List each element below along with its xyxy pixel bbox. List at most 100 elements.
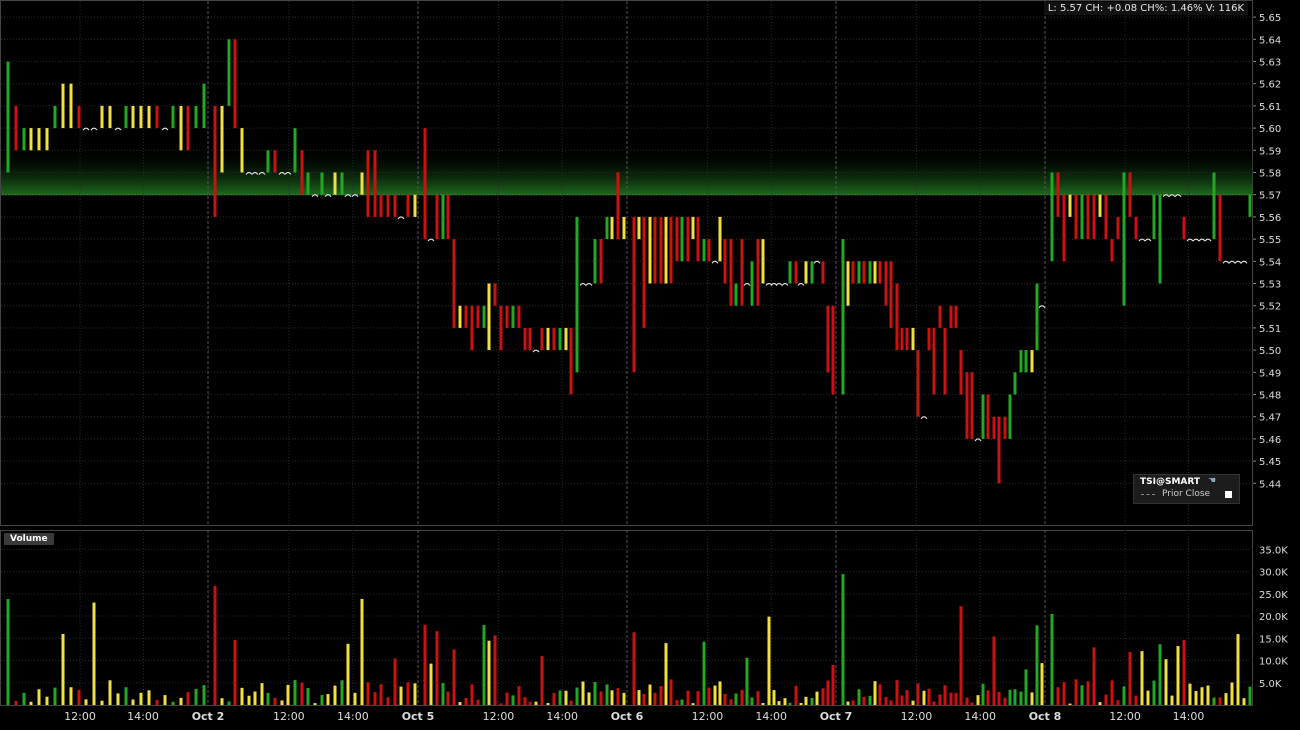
ohlc-bar (293, 128, 297, 173)
ohlc-bar (659, 216, 663, 284)
volume-bar (511, 695, 515, 705)
price-tick-label: 5.44 (1259, 479, 1281, 490)
ohlc-bar (552, 327, 556, 351)
ohlc-bar (954, 305, 958, 328)
volume-bar (482, 625, 486, 705)
ohlc-bar (505, 305, 509, 328)
volume-bar (905, 690, 909, 705)
volume-bar (587, 692, 591, 705)
volume-bar (895, 680, 899, 705)
volume-bar (729, 699, 733, 705)
volume-bar (1128, 651, 1132, 705)
ohlc-bar (1134, 216, 1138, 240)
volume-bar (379, 684, 383, 705)
price-tick-label: 5.60 (1259, 124, 1281, 135)
volume-bar (260, 683, 264, 705)
ohlc-bar (1013, 372, 1017, 395)
volume-bar (353, 692, 357, 705)
volume-bar (1134, 695, 1138, 705)
ohlc-bar (970, 372, 974, 439)
volume-bar (423, 624, 427, 705)
pointer-hand-icon: ☚ (1208, 476, 1217, 486)
ohlc-bar (300, 150, 304, 195)
volume-bar (429, 663, 433, 705)
volume-bar (794, 685, 798, 705)
ohlc-bar (965, 372, 969, 439)
ohlc-bar (878, 261, 882, 284)
volume-bar (273, 697, 277, 705)
volume-bar (761, 702, 765, 705)
volume-bar (1110, 680, 1114, 705)
ohlc-bar-flat (1162, 194, 1170, 198)
volume-bar (499, 703, 503, 705)
volume-bar (593, 681, 597, 705)
ohlc-bar-flat (397, 216, 405, 220)
ohlc-bar-flat (114, 127, 122, 131)
price-tick-label: 5.64 (1259, 35, 1281, 46)
volume-bar (69, 687, 73, 705)
ohlc-bar (487, 283, 491, 351)
ohlc-bar-flat (1144, 238, 1152, 242)
volume-bar (702, 641, 706, 705)
ohlc-bar-flat (1174, 194, 1182, 198)
legend-toggle-box[interactable] (1225, 491, 1232, 498)
ohlc-bar-flat (90, 127, 98, 131)
ohlc-bar (911, 327, 915, 351)
volume-bar (1164, 659, 1168, 705)
volume-bar (220, 698, 224, 705)
ohlc-bar (841, 239, 845, 395)
volume-bar (179, 697, 183, 705)
ohlc-bar (558, 327, 562, 351)
ohlc-bar (1068, 194, 1072, 217)
ohlc-bar (873, 261, 877, 284)
volume-bar (1098, 702, 1102, 705)
ohlc-bar (637, 216, 641, 240)
ohlc-bar (233, 39, 237, 129)
volume-bar (959, 606, 963, 705)
ohlc-bar (320, 172, 324, 195)
volume-bar (878, 684, 882, 705)
volume-tick-label: 35.0K (1259, 545, 1288, 556)
volume-bar (1224, 693, 1228, 705)
price-tick-label: 5.51 (1259, 324, 1281, 335)
ohlc-bar-flat (427, 238, 435, 242)
ohlc-bar-flat (920, 416, 928, 420)
volume-bar (247, 695, 251, 705)
volume-bar (696, 691, 700, 705)
legend-symbol[interactable]: TSI@SMART (1140, 477, 1201, 487)
volume-bar (686, 690, 690, 705)
volume-bar (799, 702, 803, 705)
ohlc-bar (379, 194, 383, 217)
ohlc-bar-flat (781, 283, 789, 286)
volume-bar (976, 695, 980, 705)
volume-bar (470, 684, 474, 705)
ohlc-bar (37, 128, 41, 151)
ohlc-bar (386, 194, 390, 217)
volume-bar (1152, 680, 1156, 705)
volume-bar (1116, 700, 1120, 705)
time-axis-label: 14:00 (755, 710, 787, 723)
volume-bar (487, 640, 491, 705)
volume-bar (1194, 691, 1198, 705)
ohlc-bar (1008, 394, 1012, 439)
volume-bar (1080, 685, 1084, 705)
ohlc-bar (707, 239, 711, 262)
ohlc-bar (932, 327, 936, 395)
price-tick-label: 5.56 (1259, 213, 1281, 224)
ohlc-bar (1019, 350, 1023, 373)
ohlc-bar (1098, 194, 1102, 217)
ohlc-bar (648, 216, 652, 284)
volume-bar (227, 701, 231, 705)
volume-bar (373, 692, 377, 705)
ohlc-bar (540, 327, 544, 351)
volume-bar (386, 697, 390, 705)
ohlc-bar (202, 83, 206, 129)
ohlc-bar (691, 216, 695, 240)
volume-bar (1024, 669, 1028, 705)
volume-bar (534, 701, 538, 705)
quote-summary: L: 5.57 CH: +0.08 CH%: 1.46% V: 116K (1043, 2, 1248, 15)
ohlc-bar-flat (775, 283, 783, 286)
legend[interactable]: TSI@SMART ☚ Prior Close (1133, 474, 1240, 504)
ohlc-bar (171, 105, 175, 129)
ohlc-bar (517, 305, 521, 328)
